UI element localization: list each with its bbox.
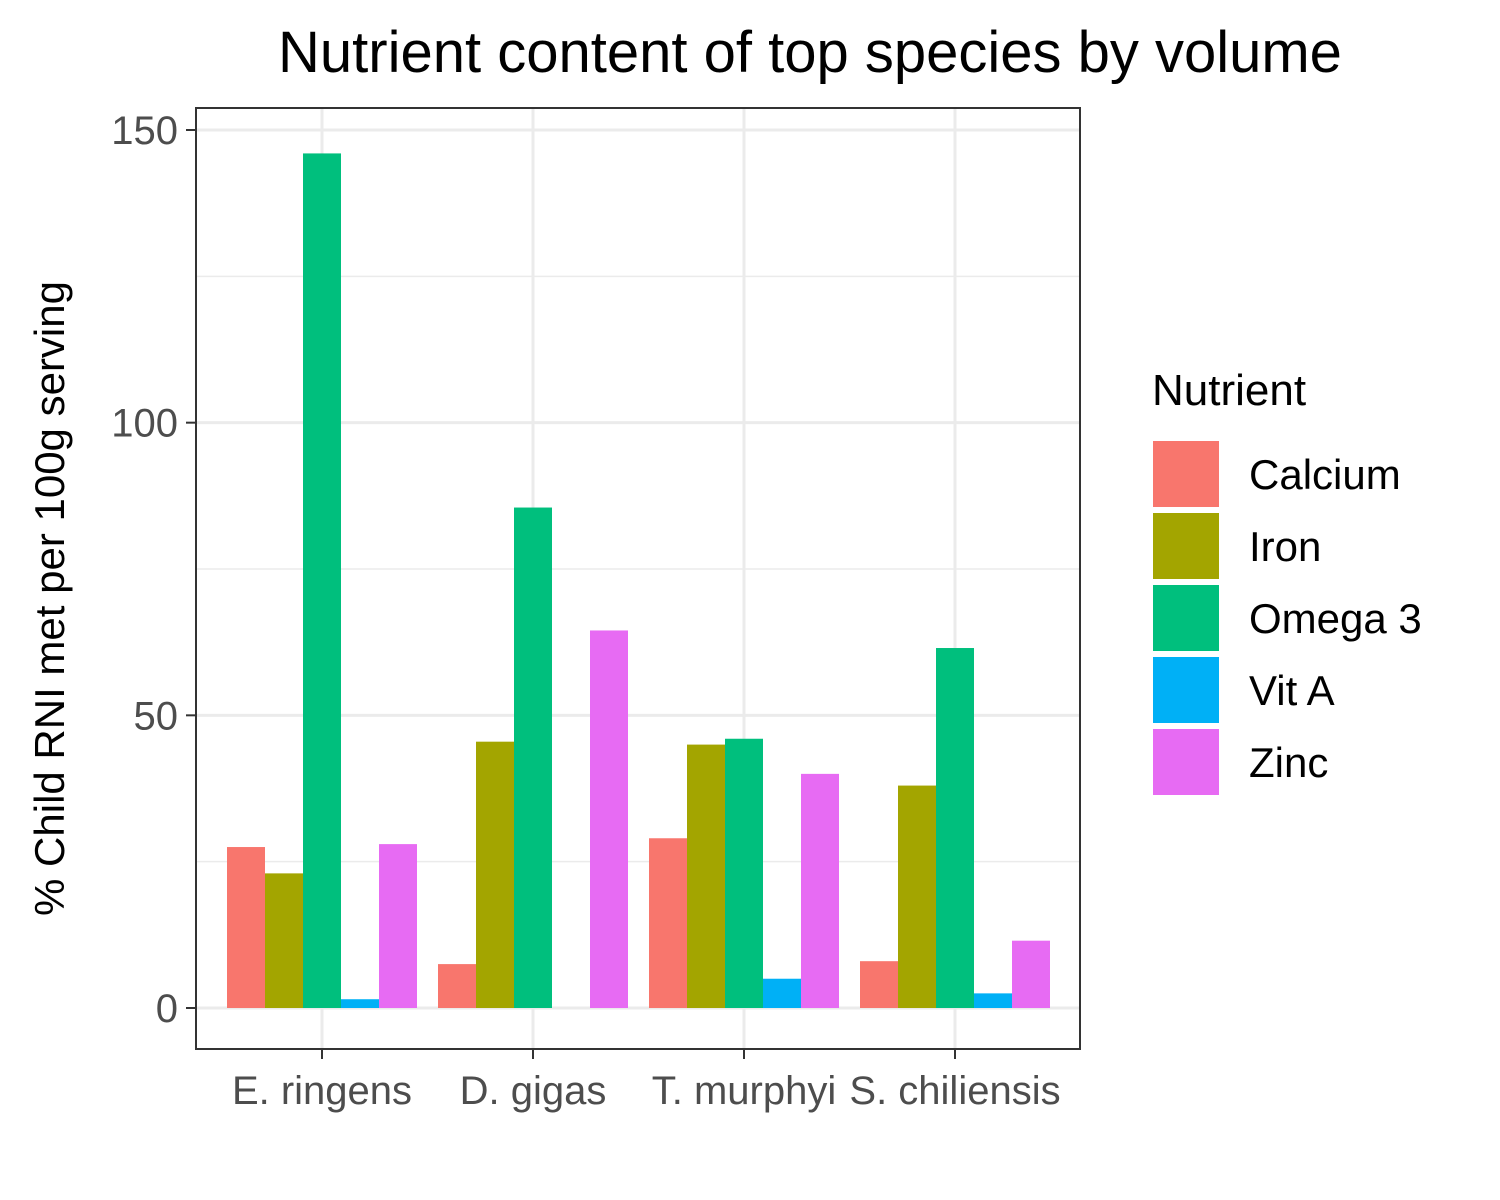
bar-zinc: [379, 844, 417, 1008]
bar-iron: [476, 741, 514, 1008]
panel-border: [195, 107, 1081, 1050]
bar-iron: [898, 785, 936, 1008]
legend-label: Calcium: [1249, 451, 1401, 498]
x-tick-label: E. ringens: [232, 1069, 412, 1113]
bar-omega-3: [303, 153, 341, 1008]
legend-key: [1153, 657, 1219, 723]
bar-omega-3: [725, 738, 763, 1008]
bar-vit-a: [974, 993, 1012, 1008]
legend-label: Vit A: [1249, 667, 1335, 714]
bar-calcium: [860, 961, 898, 1008]
bar-zinc: [590, 630, 628, 1008]
y-axis: 0 50 100 150: [111, 109, 196, 1031]
bar-iron: [687, 744, 725, 1008]
legend-label: Zinc: [1249, 739, 1328, 786]
bar-vit-a: [341, 999, 379, 1008]
legend-title: Nutrient: [1152, 366, 1306, 415]
bar-calcium: [227, 847, 265, 1008]
bar-vit-a: [763, 978, 801, 1008]
bar-iron: [265, 873, 303, 1008]
bars: [227, 153, 1050, 1008]
legend-label: Omega 3: [1249, 595, 1422, 642]
y-tick-label: 150: [111, 109, 178, 153]
x-tick-label: D. gigas: [460, 1069, 607, 1113]
y-tick-label: 0: [156, 987, 178, 1031]
legend-items: Calcium Iron Omega 3 Vit A Zinc: [1153, 441, 1422, 795]
x-tick-label: S. chiliensis: [849, 1069, 1060, 1113]
bar-omega-3: [936, 648, 974, 1008]
legend-key: [1153, 441, 1219, 507]
legend-key: [1153, 513, 1219, 579]
legend-label: Iron: [1249, 523, 1321, 570]
chart-title: Nutrient content of top species by volum…: [278, 20, 1342, 85]
y-tick-label: 50: [134, 694, 179, 738]
bar-omega-3: [514, 507, 552, 1008]
legend: Nutrient Calcium Iron Omega 3 Vit A Zinc: [1152, 366, 1422, 795]
bar-zinc: [801, 773, 839, 1008]
legend-key: [1153, 585, 1219, 651]
bar-calcium: [438, 964, 476, 1008]
bar-zinc: [1012, 940, 1050, 1008]
x-tick-label: T. murphyi: [652, 1069, 837, 1113]
bar-calcium: [649, 838, 687, 1008]
y-tick-label: 100: [111, 402, 178, 446]
legend-key: [1153, 729, 1219, 795]
y-axis-label: % Child RNI met per 100g serving: [26, 281, 73, 916]
x-axis: E. ringens D. gigas T. murphyi S. chiliensi…: [232, 1049, 1061, 1113]
